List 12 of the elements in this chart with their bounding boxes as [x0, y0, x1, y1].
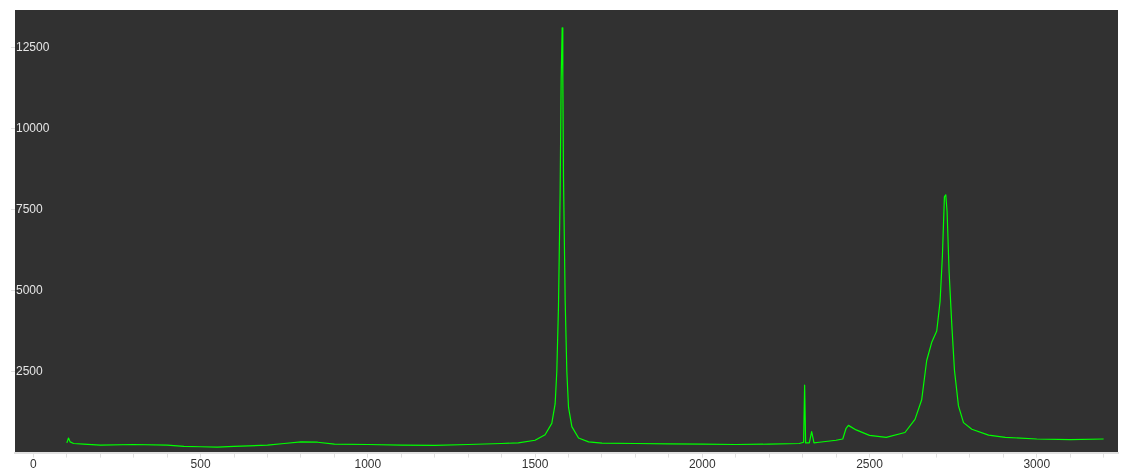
x-tick-label: 2500 [856, 457, 884, 472]
x-tick-label: 500 [190, 457, 211, 472]
y-tick-label: 7500 [16, 201, 44, 216]
x-tick-label: 2000 [688, 457, 716, 472]
y-tick-label: 12500 [16, 39, 50, 54]
x-tick-label: 1500 [521, 457, 549, 472]
y-tick-label: 10000 [16, 120, 50, 135]
y-tick-label: 5000 [16, 282, 44, 297]
y-tick-label: 2500 [16, 363, 44, 378]
x-tick-label: 0 [30, 457, 38, 472]
x-tick-label: 3000 [1023, 457, 1051, 472]
x-tick-label: 1000 [354, 457, 382, 472]
